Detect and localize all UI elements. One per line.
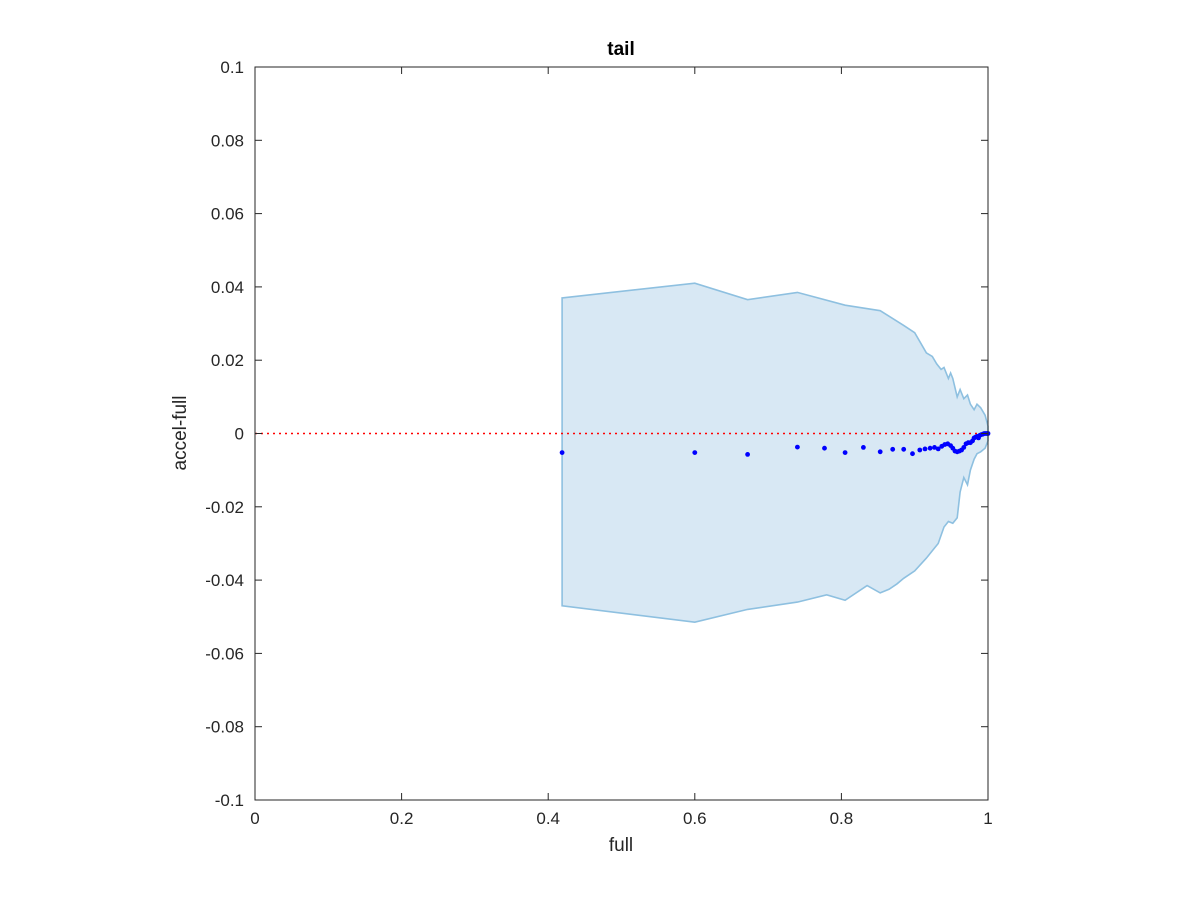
data-point (745, 452, 750, 457)
data-point (842, 450, 848, 455)
data-point (877, 449, 883, 455)
y-tick-label: 0.06 (211, 205, 244, 224)
chart-title: tail (607, 39, 634, 60)
data-point (822, 445, 827, 451)
x-tick-labels: 0 0.2 0.4 0.6 0.8 1 (250, 809, 992, 828)
y-tick-label: 0.02 (211, 351, 244, 370)
y-tick-labels: 0.1 0.08 0.06 0.04 0.02 0 -0.02 -0.04 -0.06 -0.08… (205, 58, 244, 810)
y-tick-label: -0.04 (205, 571, 244, 590)
x-tick-label: 0 (250, 809, 259, 828)
data-point (861, 445, 866, 450)
data-point (927, 445, 933, 451)
x-tick-label: 0.2 (390, 809, 414, 828)
y-tick-label: 0.08 (211, 131, 244, 150)
confidence-band-layer (561, 282, 989, 624)
x-tick-label: 1 (983, 809, 992, 828)
axis-ticks-layer (254, 66, 989, 801)
y-tick-label: -0.02 (205, 498, 244, 517)
data-point (559, 450, 565, 455)
y-tick-label: 0.1 (220, 58, 244, 77)
x-tick-label: 0.4 (536, 809, 560, 828)
y-tick-label: -0.06 (205, 644, 244, 663)
data-point (935, 446, 941, 452)
x-tick-label: 0.6 (683, 809, 707, 828)
y-tick-label: -0.1 (215, 791, 244, 810)
data-point (922, 446, 928, 452)
y-tick-label: -0.08 (205, 718, 244, 737)
confidence-band (561, 282, 989, 624)
y-tick-label: 0 (235, 425, 244, 444)
x-axis-label: full (609, 835, 633, 856)
data-point (890, 446, 896, 452)
data-point (901, 446, 907, 452)
x-tick-label: 0.8 (830, 809, 854, 828)
data-point (917, 447, 923, 453)
y-axis-label: accel-full (170, 396, 191, 471)
data-point (692, 450, 698, 455)
data-point (932, 445, 937, 450)
data-point (795, 444, 800, 450)
y-tick-label: 0.04 (211, 278, 244, 297)
data-point (961, 445, 967, 450)
data-point (910, 451, 915, 457)
data-points-layer (559, 431, 991, 457)
